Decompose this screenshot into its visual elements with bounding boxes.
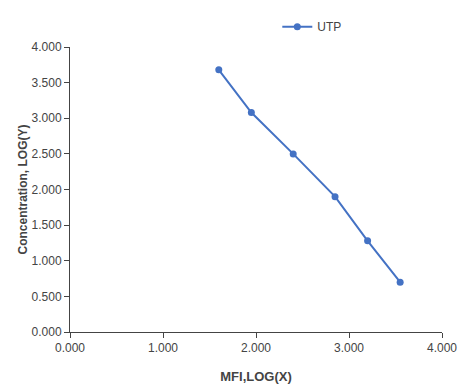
svg-text:Concentration, LOG(Y): Concentration, LOG(Y) [16, 125, 30, 255]
svg-text:UTP: UTP [317, 20, 341, 34]
svg-text:2.000: 2.000 [241, 341, 271, 355]
svg-text:1.000: 1.000 [32, 254, 62, 268]
svg-text:4.000: 4.000 [32, 40, 62, 54]
svg-text:2.000: 2.000 [32, 183, 62, 197]
svg-text:1.500: 1.500 [32, 218, 62, 232]
svg-text:2.500: 2.500 [32, 147, 62, 161]
svg-text:4.000: 4.000 [427, 341, 457, 355]
svg-text:1.000: 1.000 [148, 341, 178, 355]
svg-text:0.000: 0.000 [32, 325, 62, 339]
svg-text:MFI,LOG(X): MFI,LOG(X) [220, 369, 292, 384]
svg-text:0.000: 0.000 [55, 341, 85, 355]
svg-text:3.000: 3.000 [32, 111, 62, 125]
svg-text:0.500: 0.500 [32, 290, 62, 304]
svg-text:3.500: 3.500 [32, 76, 62, 90]
svg-text:3.000: 3.000 [334, 341, 364, 355]
